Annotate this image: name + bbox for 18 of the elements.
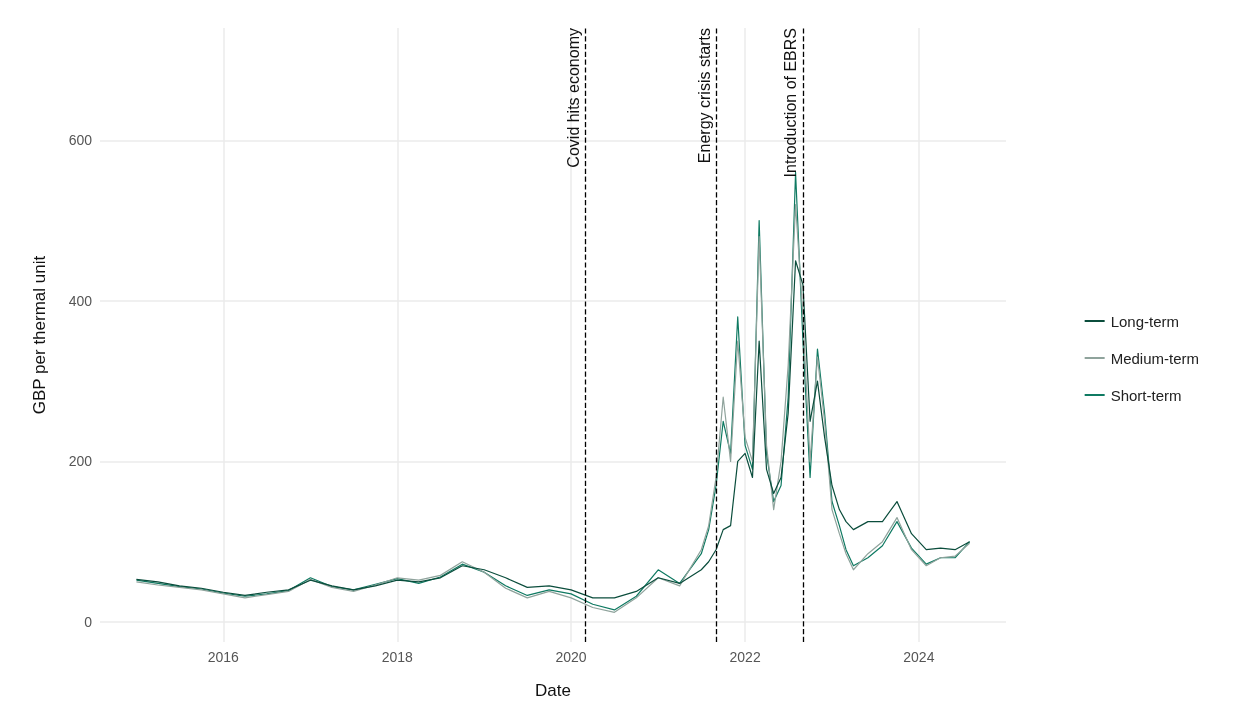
y-tick-label: 400 [68, 292, 93, 309]
legend-label: Long-term [1110, 312, 1180, 330]
ref-line-label: Energy crisis starts [695, 28, 713, 164]
line-series [135, 260, 971, 599]
y-tick-label: 200 [68, 453, 93, 470]
ref-line-label: Covid hits economy [564, 28, 582, 168]
y-axis-title: GBP per thermal unit [30, 255, 49, 415]
x-tick-label: 2016 [207, 649, 240, 665]
x-tick-label: 2018 [381, 649, 414, 665]
x-tick-label: 2020 [555, 649, 587, 665]
x-tick-label: 2022 [729, 649, 761, 665]
legend-label: Medium-term [1110, 349, 1200, 367]
x-axis-title: Date [535, 681, 571, 700]
y-tick-label: 0 [84, 613, 93, 630]
x-tick-label: 2024 [903, 649, 935, 665]
legend-label: Short-term [1110, 386, 1182, 404]
ref-line-label: Introduction of EBRS [782, 28, 800, 178]
y-tick-label: 600 [68, 132, 93, 149]
